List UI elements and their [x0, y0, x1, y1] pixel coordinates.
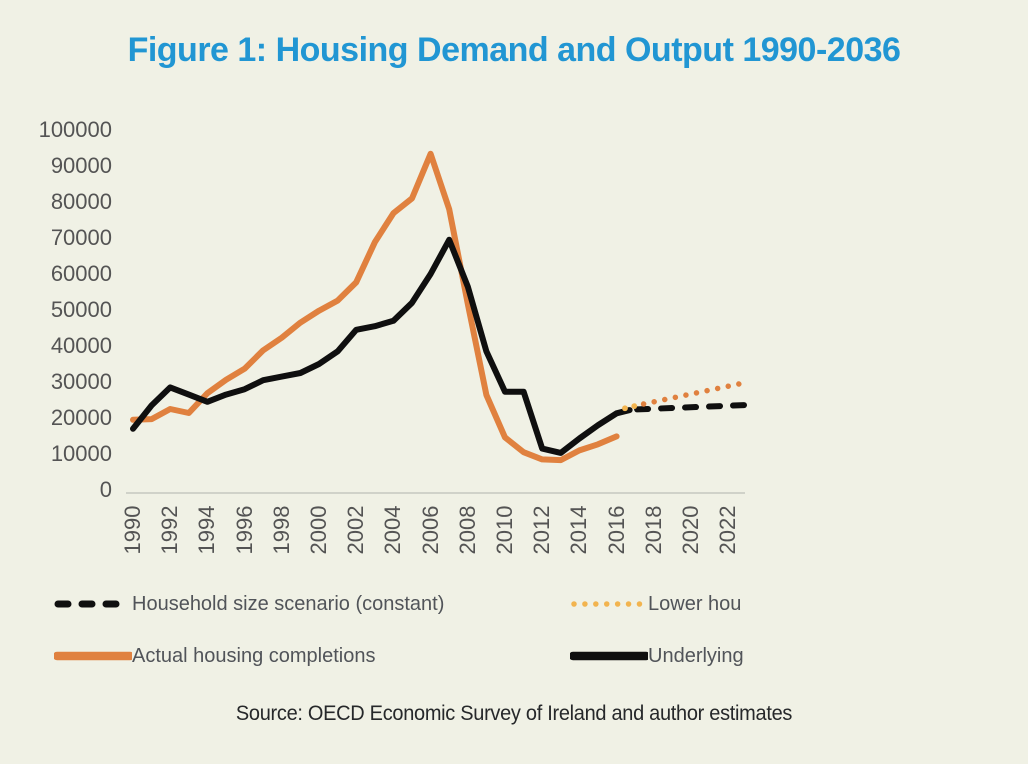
- x-tick-label: 2008: [454, 505, 480, 555]
- x-tick-label: 2020: [678, 505, 703, 555]
- series-underlying-demand: [130, 236, 633, 456]
- x-tick-label: 2010: [492, 505, 517, 555]
- y-tick-label: 20000: [50, 405, 112, 430]
- orange-solid-line-sample: [52, 646, 135, 666]
- x-tick-label: 2016: [603, 505, 629, 555]
- x-tick-label: 2012: [529, 505, 555, 555]
- legend-label: Actual housing completions: [132, 644, 376, 667]
- y-tick-label: 70000: [50, 225, 112, 250]
- series-household-size-scenario-constant: [634, 402, 750, 413]
- y-tick-label: 10000: [50, 441, 112, 466]
- x-tick-label: 1992: [157, 505, 183, 555]
- series-projection-dots-amber-dot: [631, 403, 638, 410]
- black-dashed-line-sample: [54, 594, 132, 614]
- x-tick-label: 1994: [194, 505, 220, 555]
- y-tick-label: 100000: [38, 117, 112, 142]
- x-tick-label: 2006: [417, 505, 443, 555]
- legend-label: Underlying: [648, 644, 744, 667]
- dashed-sample-glyph: [54, 600, 124, 608]
- y-tick-label: 30000: [50, 369, 112, 394]
- amber-dotted-line-sample: [570, 594, 648, 614]
- series-actual-housing-completions: [130, 150, 620, 464]
- x-tick-label: 2000: [306, 505, 331, 555]
- dotted-sample-glyph: [571, 601, 644, 607]
- legend-item-actual-completions: Actual housing completions: [52, 644, 376, 667]
- black-solid-line-sample: [568, 646, 651, 666]
- legend-item-household-size-scenario: Household size scenario (constant): [54, 593, 444, 615]
- x-tick-label: 2002: [343, 505, 369, 555]
- series-projection-dots-amber-dot: [622, 405, 628, 412]
- series-projection-dots-orange: [640, 380, 746, 407]
- x-tick-label: 1996: [231, 505, 257, 555]
- legend-item-lower-household: Lower hou: [570, 593, 741, 615]
- figure-title: Figure 1: Housing Demand and Output 1990…: [127, 31, 901, 69]
- x-tick-label: 2018: [640, 505, 666, 555]
- source-note: Source: OECD Economic Survey of Ireland …: [235, 702, 793, 725]
- legend-label: Household size scenario (constant): [132, 592, 445, 615]
- legend-item-underlying: Underlying: [568, 644, 744, 667]
- y-tick-label: 60000: [50, 261, 112, 286]
- x-tick-label: 2022: [715, 505, 741, 555]
- y-tick-label: 40000: [50, 333, 112, 358]
- y-tick-label: 90000: [50, 153, 112, 178]
- y-tick-label: 0: [99, 477, 112, 502]
- legend-label: Lower hou: [648, 592, 742, 615]
- y-tick-label: 80000: [50, 189, 112, 214]
- solid-sample-glyph: [52, 651, 135, 661]
- x-tick-label: 2004: [380, 505, 406, 555]
- x-tick-label: 1998: [268, 505, 294, 555]
- x-tick-label: 1990: [120, 505, 145, 555]
- x-tick-label: 2014: [566, 505, 592, 555]
- solid-sample-glyph: [568, 651, 651, 661]
- y-tick-label: 50000: [50, 297, 112, 322]
